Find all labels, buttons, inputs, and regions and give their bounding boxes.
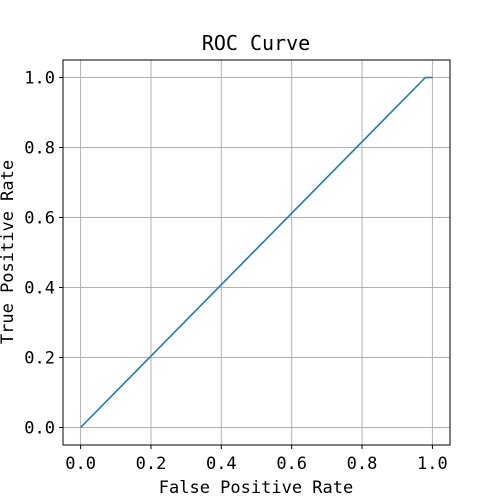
roc-curve-line: [80, 76, 433, 429]
x-tick-label: 1.0: [417, 454, 448, 474]
grid: [63, 60, 450, 445]
x-tick-label: 0.0: [65, 454, 96, 474]
x-tick-label: 0.8: [347, 454, 378, 474]
x-tick-label: 0.4: [206, 454, 237, 474]
y-tick-label: 0.4: [24, 279, 55, 299]
x-tick-label: 0.6: [276, 454, 307, 474]
x-tick-label: 0.2: [136, 454, 167, 474]
series-layer: [80, 76, 433, 429]
y-tick-label: 0.8: [24, 139, 55, 159]
y-tick-label: 0.2: [24, 349, 55, 369]
y-tick-label: 0.0: [24, 419, 55, 439]
plot-frame: [62, 59, 451, 446]
y-tick-label: 1.0: [24, 69, 55, 89]
x-axis-label: False Positive Rate: [159, 478, 353, 498]
chart-title: ROC Curve: [202, 31, 310, 55]
y-axis-ticks: 0.0 0.2 0.4 0.6 0.8 1.0: [24, 69, 63, 439]
y-axis-label: True Positive Rate: [0, 160, 18, 344]
x-axis-ticks: 0.0 0.2 0.4 0.6 0.8 1.0: [65, 445, 448, 474]
y-tick-label: 0.6: [24, 209, 55, 229]
